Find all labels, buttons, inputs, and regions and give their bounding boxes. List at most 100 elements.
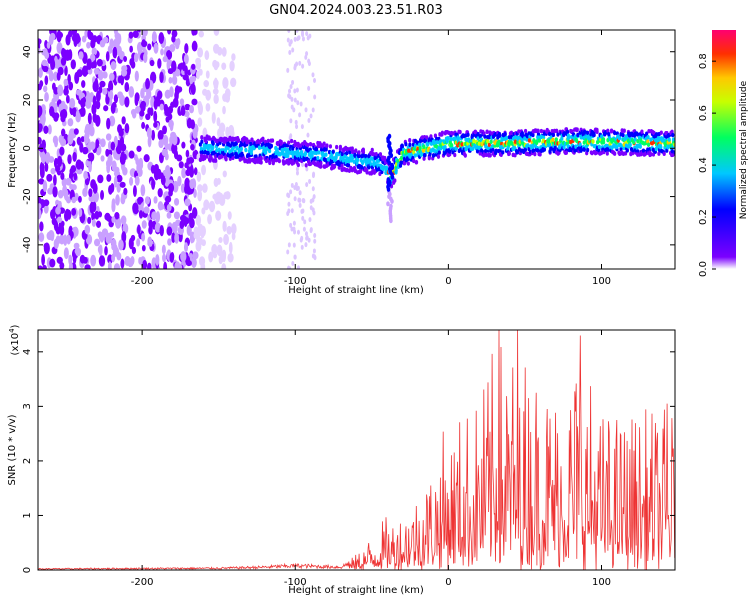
band-cell (617, 135, 622, 141)
noise-blob (144, 196, 151, 205)
noise-blob (300, 124, 304, 130)
noise-blob (75, 248, 81, 257)
noise-blob (147, 262, 152, 269)
band-cell (390, 162, 394, 168)
band-cell (236, 138, 241, 143)
noise-blob (141, 220, 147, 229)
colorbar-tick-label: 0.8 (698, 53, 709, 69)
noise-blob (306, 132, 310, 138)
noise-blob (148, 239, 153, 247)
noise-blob (106, 117, 111, 130)
noise-blob (91, 103, 97, 115)
chart-title: GN04.2024.003.23.51.R03 (269, 3, 443, 18)
band-cell (570, 129, 574, 134)
noise-blob (180, 183, 185, 194)
band-cell (269, 143, 274, 149)
noise-blob (43, 125, 49, 134)
noise-blob (153, 196, 158, 204)
noise-blob (43, 242, 50, 249)
noise-blob (223, 233, 229, 246)
y-tick-label: 3 (22, 403, 33, 409)
noise-blob (146, 127, 152, 139)
band-cell (306, 142, 310, 148)
noise-blob (286, 249, 290, 255)
band-cell (488, 153, 492, 158)
band-cell (591, 139, 595, 144)
noise-blob (295, 124, 299, 130)
noise-blob (292, 226, 296, 232)
band-cell (340, 151, 344, 157)
noise-blob (92, 95, 97, 107)
noise-blob (230, 129, 235, 139)
band-cell (489, 139, 493, 145)
noise-blob (76, 168, 83, 175)
noise-blob (312, 194, 316, 200)
band-cell (622, 128, 626, 133)
noise-blob (312, 210, 316, 216)
noise-blob (224, 93, 230, 100)
band-cell (406, 161, 410, 166)
noise-blob (222, 105, 226, 115)
noise-blob (196, 234, 201, 245)
band-cell (331, 149, 335, 154)
noise-blob (89, 201, 95, 214)
noise-blob (293, 254, 297, 260)
noise-blob (124, 123, 130, 134)
band-cell (370, 147, 374, 153)
noise-blob (305, 51, 309, 57)
noise-blob (121, 153, 127, 161)
noise-blob (44, 91, 49, 102)
noise-blob (171, 232, 176, 243)
band-cell (625, 148, 629, 153)
noise-blob (57, 84, 64, 97)
band-cell (533, 151, 537, 157)
noise-blob (298, 112, 302, 118)
noise-blob (42, 85, 48, 93)
noise-blob (123, 56, 128, 63)
noise-blob (38, 203, 42, 210)
noise-blob (293, 36, 297, 42)
noise-blob (196, 171, 202, 182)
noise-blob (64, 65, 68, 77)
band-cell (458, 129, 462, 135)
noise-blob (174, 232, 180, 244)
noise-blob (78, 51, 84, 60)
noise-blob (100, 155, 105, 162)
noise-blob (120, 195, 126, 205)
noise-blob (64, 208, 70, 218)
noise-blob (166, 226, 173, 236)
noise-blob (106, 174, 112, 182)
noise-blob (202, 183, 208, 193)
noise-blob (164, 195, 172, 203)
noise-blob (176, 86, 183, 93)
noise-blob (171, 75, 178, 85)
noise-blob (136, 224, 141, 235)
band-cell (360, 165, 364, 170)
noise-blob (56, 155, 63, 168)
noise-blob (50, 167, 56, 175)
band-cell (324, 147, 328, 152)
snr-xlabel: Height of straight line (km) (288, 585, 424, 596)
noise-blob (39, 80, 44, 88)
noise-blob (296, 265, 300, 269)
noise-blob (181, 141, 186, 149)
noise-blob (84, 224, 91, 235)
band-cell (244, 147, 248, 153)
noise-blob (59, 146, 65, 156)
noise-blob (289, 118, 293, 124)
band-cell (324, 152, 328, 157)
noise-blob (108, 231, 115, 238)
noise-blob (286, 37, 290, 43)
band-cell (536, 132, 541, 137)
noise-blob (54, 139, 58, 148)
noise-blob (52, 186, 58, 198)
noise-blob (93, 68, 100, 75)
noise-blob (91, 219, 97, 227)
band-cell (652, 130, 656, 136)
noise-blob (305, 235, 309, 241)
band-cell (484, 152, 489, 157)
noise-blob (213, 43, 220, 54)
noise-blob (288, 88, 292, 94)
band-cell (517, 129, 521, 134)
noise-blob (51, 82, 56, 91)
